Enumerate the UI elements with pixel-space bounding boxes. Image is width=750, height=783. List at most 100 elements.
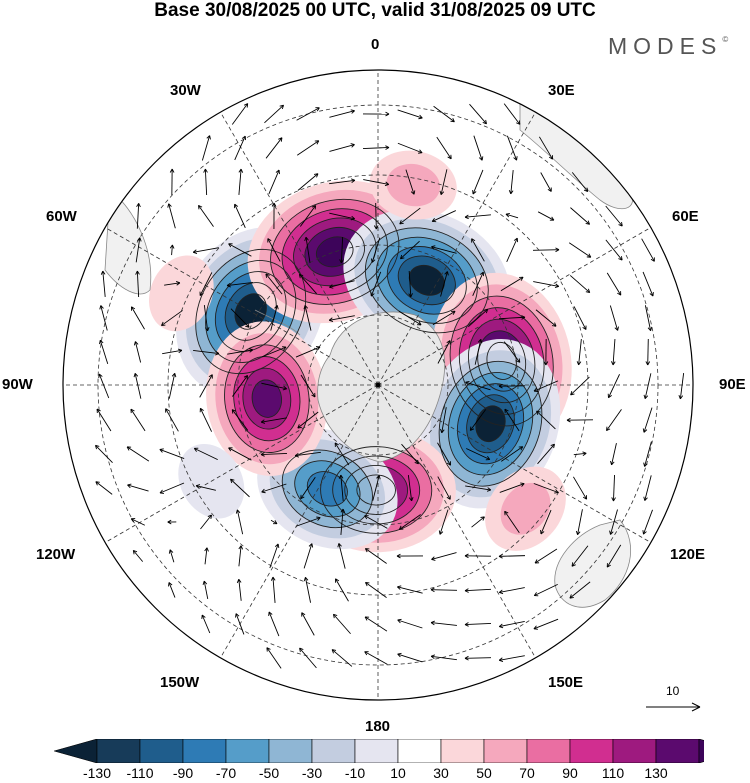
wind-arrow <box>573 306 587 330</box>
wind-arrow <box>373 202 379 230</box>
wind-arrow <box>270 305 279 331</box>
wind-arrow <box>127 483 149 492</box>
colorbar-tick-label: -50 <box>258 765 280 781</box>
wind-arrow <box>464 553 492 559</box>
wind-arrow <box>201 614 211 634</box>
wind-arrow <box>136 203 141 229</box>
lon-label-180: 180 <box>365 718 391 735</box>
colorbar-cell <box>182 739 227 763</box>
wind-arrow <box>303 576 312 603</box>
wind-arrow <box>610 339 616 366</box>
wind-arrow <box>431 552 457 561</box>
wind-arrow <box>329 109 355 118</box>
colorbar-cell <box>655 739 700 763</box>
wind-arrow <box>364 616 388 632</box>
lon-label-30w: 30W <box>170 82 201 99</box>
colorbar <box>54 739 704 763</box>
contour-line <box>320 446 433 534</box>
wind-arrow <box>566 417 594 423</box>
wind-arrow <box>645 338 651 366</box>
wind-arrow <box>535 309 557 327</box>
wind-arrow <box>431 210 456 223</box>
wind-arrow <box>339 236 344 264</box>
contour-line <box>356 474 396 506</box>
wind-arrow <box>611 474 616 502</box>
contour-lines <box>195 198 554 534</box>
meridian-line <box>377 227 651 386</box>
wind-arrow <box>570 207 591 225</box>
wind-arrow <box>397 585 423 594</box>
wind-arrow <box>168 582 176 598</box>
anomaly-level-neg-140w <box>307 471 348 507</box>
latitude-circle <box>97 104 659 666</box>
wind-arrow <box>331 649 353 667</box>
wind-arrow <box>271 202 277 230</box>
wind-arrow <box>193 447 218 461</box>
wind-arrow <box>260 417 287 424</box>
wind-vectors <box>95 103 685 669</box>
wind-arrow <box>165 408 179 432</box>
wind-arrow <box>576 339 582 366</box>
wind-arrow <box>642 407 653 433</box>
wind-arrow <box>500 276 524 292</box>
wind-arrow <box>332 613 351 635</box>
wind-arrow <box>363 179 390 187</box>
wind-arrow <box>269 543 280 569</box>
wind-arrow <box>300 476 316 500</box>
wind-arrow <box>466 448 491 461</box>
wind-arrow <box>270 519 278 525</box>
wind-arrow <box>98 373 110 399</box>
wind-arrow <box>329 178 356 185</box>
wind-arrow <box>365 581 387 598</box>
wind-arrow <box>164 281 181 286</box>
lon-label-60e: 60E <box>672 208 699 225</box>
wind-arrow <box>506 237 519 263</box>
wind-arrow <box>498 315 526 320</box>
wind-arrow <box>399 207 421 225</box>
wind-arrow <box>96 408 112 432</box>
wind-arrow <box>642 509 653 535</box>
wind-arrow <box>438 509 449 535</box>
wind-arrow <box>370 271 382 297</box>
wind-arrow <box>533 483 559 494</box>
contour-line <box>438 360 543 487</box>
wind-arrow <box>431 245 457 254</box>
wind-arrow <box>532 247 560 253</box>
wind-arrow <box>298 273 317 295</box>
wind-arrow <box>296 107 320 121</box>
wind-arrow <box>236 578 242 601</box>
colorbar-cell-right-extend <box>698 739 704 763</box>
contour-line <box>315 236 354 268</box>
wind-arrow <box>268 611 280 637</box>
wind-arrow <box>407 475 414 502</box>
brand-text: MODES <box>608 33 723 59</box>
colorbar-cell <box>139 739 184 763</box>
wind-arrow <box>297 173 319 191</box>
contour-line <box>458 307 545 415</box>
wind-arrow <box>464 655 492 661</box>
wind-arrow <box>328 315 355 322</box>
colorbar-cell-left-extend <box>54 739 98 763</box>
brand-mark: © <box>722 35 729 44</box>
colorbar-cell <box>612 739 657 763</box>
wind-arrow <box>230 308 250 328</box>
colorbar-tick-label: 110 <box>601 765 625 781</box>
contour-line <box>294 460 361 518</box>
wind-arrow <box>498 553 526 559</box>
wind-arrow <box>303 543 314 569</box>
wind-arrow <box>440 407 447 434</box>
wind-arrow <box>397 652 423 663</box>
wind-arrow <box>678 373 685 400</box>
wind-arrow <box>433 105 455 123</box>
wind-arrow <box>338 474 344 501</box>
wind-arrow <box>609 509 618 535</box>
wind-arrow <box>100 270 106 297</box>
wind-arrow <box>437 340 451 364</box>
colorbar-tick-label: 70 <box>519 765 535 781</box>
wind-arrow <box>610 443 617 466</box>
meridian-line <box>105 384 379 543</box>
wind-arrow <box>571 172 589 193</box>
contour-line <box>242 367 292 430</box>
wind-arrow <box>95 481 113 495</box>
